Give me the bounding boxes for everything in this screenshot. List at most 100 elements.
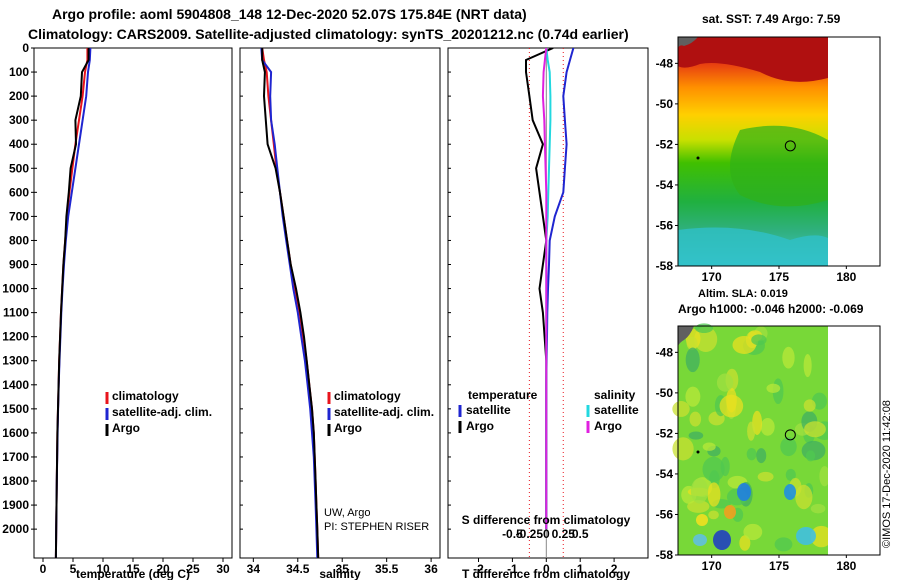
sla-blob: [795, 484, 813, 510]
sla-blob: [685, 386, 701, 407]
depth-tick-label: 900: [9, 258, 29, 272]
legend-salinity-title: salinity: [594, 388, 636, 402]
sla-map-ytick-label: -50: [656, 386, 674, 400]
depth-tick-label: 300: [9, 113, 29, 127]
depth-tick-label: 0: [22, 41, 29, 55]
sla-blob: [672, 437, 694, 461]
sla-blob: [785, 468, 796, 481]
sla-blob: [702, 456, 725, 482]
salinity-xtick-label: 34: [247, 562, 261, 576]
title-line-1: Argo profile: aoml 5904808_148 12-Dec-20…: [52, 6, 527, 22]
legend-s-argo-label: Argo: [594, 419, 622, 433]
sla-blob: [782, 346, 795, 369]
difference-top-xlabel: S difference from climatology: [462, 513, 631, 527]
sla-blob: [685, 347, 700, 373]
sla-blob: [720, 456, 730, 477]
credit-line-2: PI: STEPHEN RISER: [324, 521, 429, 533]
sla-anomaly-blob: [796, 527, 816, 545]
depth-tick-label: 1800: [2, 474, 29, 488]
depth-tick-label: 1000: [2, 282, 29, 296]
sla-blob: [688, 431, 704, 440]
legend-clim-label: climatology: [334, 389, 401, 403]
depth-tick-label: 600: [9, 185, 29, 199]
legend-argo-label: Argo: [334, 421, 362, 435]
legend-s-sat-label: satellite: [594, 403, 639, 417]
sla-blob: [756, 448, 767, 464]
sla-blob: [702, 442, 716, 451]
salinity-xtick-label: 35.5: [375, 562, 399, 576]
sst-label: sat. SST: 7.49 Argo: 7.59: [702, 12, 841, 26]
salinity-sat-line: [260, 48, 319, 558]
sla-blob: [757, 471, 774, 482]
depth-tick-label: 1500: [2, 402, 29, 416]
depth-tick-label: 400: [9, 137, 29, 151]
temperature-xtick-label: 15: [126, 562, 140, 576]
depth-tick-label: 200: [9, 89, 29, 103]
sla-blob: [707, 482, 721, 507]
temperature-xtick-label: 30: [216, 562, 230, 576]
legend-temperature: climatology satellite-adj. clim. Argo: [105, 389, 212, 436]
sla-blob: [751, 334, 767, 346]
sla-blob: [672, 400, 690, 417]
difference-s-tick-label: 0.25: [552, 527, 576, 541]
difference-xtick-label: -2: [473, 562, 484, 576]
sla-map-xtick-label: 180: [836, 559, 856, 573]
legend-sat-label: satellite-adj. clim.: [334, 405, 434, 419]
sla-blob: [686, 336, 698, 351]
sst-map-ytick-label: -48: [656, 56, 674, 70]
salinity-xtick-label: 35: [336, 562, 350, 576]
sla-map-float-marker: [784, 429, 796, 441]
sla-blob: [766, 383, 781, 393]
sst-map-cyan-patch: [678, 227, 828, 266]
sla-anomaly-blob: [696, 514, 708, 526]
depth-tick-label: 1700: [2, 450, 29, 464]
depth-tick-label: 2000: [2, 522, 29, 536]
legend-clim-label: climatology: [112, 389, 179, 403]
sla-blob: [804, 421, 826, 438]
sla-blob: [739, 535, 751, 551]
sla-blob: [690, 478, 709, 504]
sla-blob: [810, 503, 826, 514]
temperature-argo-line: [54, 48, 90, 558]
salinity-xlabel: salinity: [319, 567, 361, 580]
sla-blob: [719, 394, 744, 418]
temperature-xtick-label: 0: [40, 562, 47, 576]
depth-tick-label: 1600: [2, 426, 29, 440]
depth-tick-label: 1100: [3, 306, 29, 320]
sst-map: 170 175 180 -48 -50 -52 -54 -56 -58: [656, 36, 881, 284]
difference-xtick-label: -1: [507, 562, 518, 576]
sla-blob: [689, 411, 702, 427]
difference-xtick-label: 0: [543, 562, 550, 576]
h-label: Argo h1000: -0.046 h2000: -0.069: [678, 302, 864, 316]
sst-map-ytick-label: -58: [656, 259, 674, 273]
sla-label: Altim. SLA: 0.019: [698, 288, 788, 300]
sla-map-dot: [696, 450, 700, 454]
sla-map-xtick-label: 175: [769, 559, 789, 573]
sla-blob: [774, 537, 793, 552]
depth-tick-label: 100: [9, 65, 29, 79]
sla-blob: [747, 421, 756, 441]
sla-map-xtick-label: 170: [702, 559, 722, 573]
sst-map-ytick-label: -52: [656, 137, 674, 151]
salinity-xtick-label: 36: [424, 562, 438, 576]
sla-blob: [803, 399, 816, 412]
sla-map-ytick-label: -48: [656, 345, 674, 359]
depth-tick-label: 500: [9, 161, 29, 175]
legend-temperature-title: temperature: [468, 388, 538, 402]
sla-anomaly-blob: [693, 534, 707, 546]
legend-difference: temperature satellite Argo salinity sate…: [458, 388, 639, 433]
sla-map-ytick-label: -56: [656, 507, 674, 521]
sst-map-xtick-label: 180: [836, 270, 856, 284]
panel-salinity: [239, 47, 441, 559]
difference-t-argo-line: [525, 48, 554, 530]
sst-map-ytick-label: -54: [656, 178, 674, 192]
difference-xtick-label: 1: [577, 562, 584, 576]
sla-blob: [695, 323, 714, 333]
sst-map-xtick-label: 170: [702, 270, 722, 284]
sst-map-ytick-label: -56: [656, 218, 674, 232]
sla-blob: [805, 450, 816, 462]
depth-tick-label: 1300: [2, 354, 29, 368]
sla-map-nodata: [828, 326, 880, 555]
imos-watermark: ©IMOS 17-Dec-2020 11:42:08: [881, 400, 893, 548]
sst-map-float-marker: [784, 140, 796, 152]
